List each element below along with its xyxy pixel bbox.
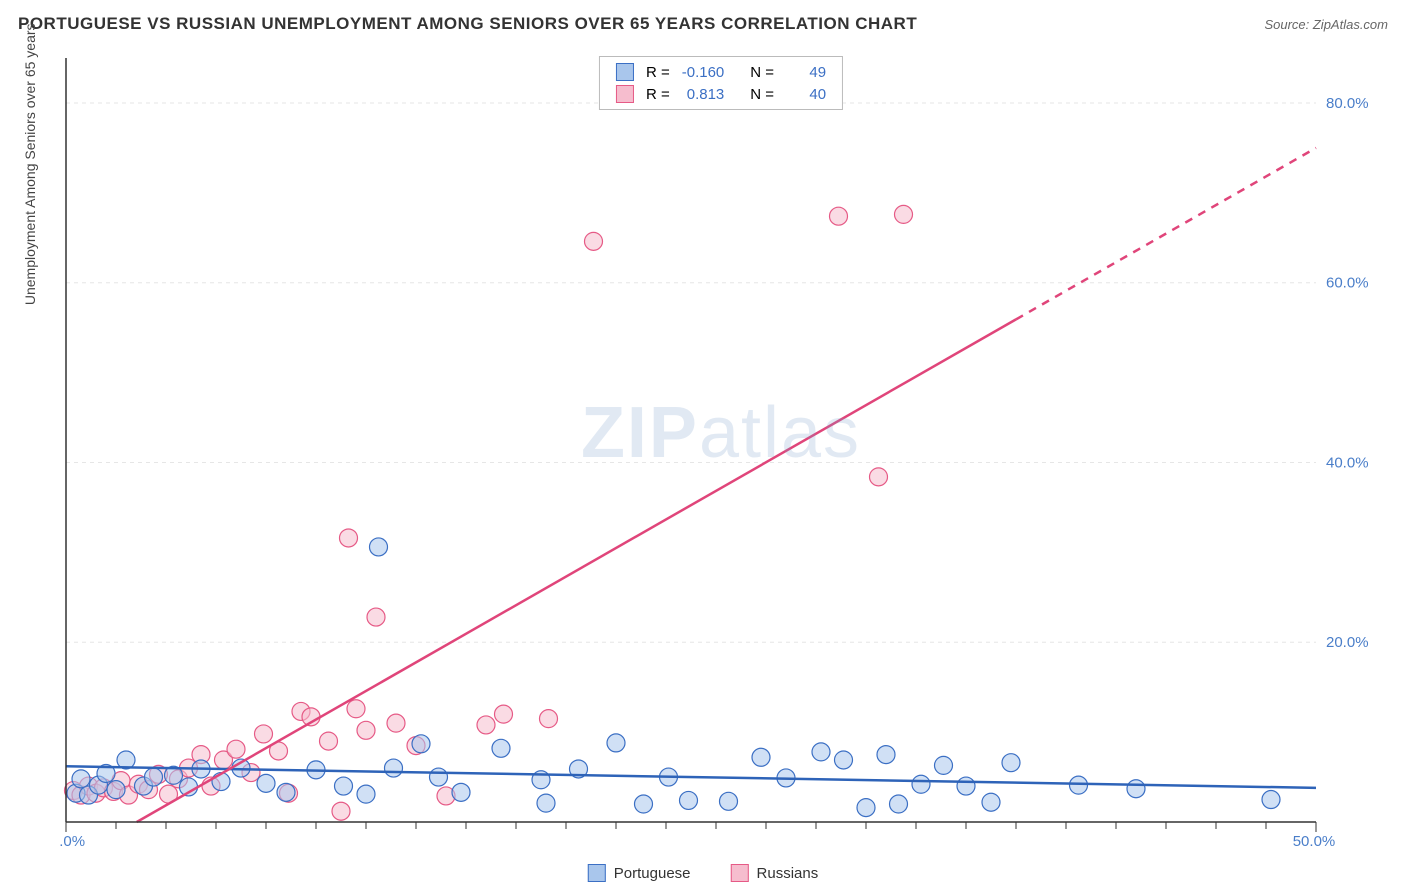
point-portuguese [412, 735, 430, 753]
point-portuguese [720, 792, 738, 810]
x-tick-label: 0.0% [60, 833, 85, 846]
point-russians [830, 207, 848, 225]
point-russians [870, 468, 888, 486]
legend-label: Russians [757, 865, 819, 882]
point-portuguese [1262, 791, 1280, 809]
point-portuguese [877, 746, 895, 764]
stat-n-value: 40 [780, 83, 832, 105]
point-portuguese [680, 791, 698, 809]
legend-item-russians: Russians [731, 864, 819, 882]
point-russians [332, 802, 350, 820]
point-portuguese [812, 743, 830, 761]
point-portuguese [492, 739, 510, 757]
point-russians [495, 705, 513, 723]
point-portuguese [385, 759, 403, 777]
point-portuguese [357, 785, 375, 803]
stat-r-label: R = [640, 61, 676, 83]
point-portuguese [452, 783, 470, 801]
point-portuguese [107, 781, 125, 799]
stat-n-label: N = [744, 61, 780, 83]
page-title: PORTUGUESE VS RUSSIAN UNEMPLOYMENT AMONG… [18, 14, 917, 34]
point-portuguese [335, 777, 353, 795]
stat-n-label: N = [744, 83, 780, 105]
chart-area: 0.0%50.0%20.0%40.0%60.0%80.0% ZIPatlas R… [60, 52, 1382, 846]
stat-row-portuguese: R =-0.160 N =49 [610, 61, 832, 83]
point-portuguese [430, 768, 448, 786]
point-portuguese [537, 794, 555, 812]
point-russians [477, 716, 495, 734]
y-tick-label: 80.0% [1326, 95, 1369, 112]
point-portuguese [277, 783, 295, 801]
stat-r-value: -0.160 [676, 61, 731, 83]
stat-r-value: 0.813 [676, 83, 731, 105]
point-portuguese [72, 770, 90, 788]
point-russians [227, 740, 245, 758]
point-portuguese [857, 799, 875, 817]
scatter-plot-svg: 0.0% 50.0% 20.0% 40.0% 60.0% 80.0% [60, 52, 1382, 846]
point-portuguese [890, 795, 908, 813]
point-portuguese [1002, 754, 1020, 772]
point-portuguese [370, 538, 388, 556]
point-portuguese [145, 768, 163, 786]
stat-n-value: 49 [780, 61, 832, 83]
y-tick-label: 40.0% [1326, 454, 1369, 471]
point-portuguese [1127, 780, 1145, 798]
stat-swatch [616, 63, 634, 81]
point-portuguese [1070, 776, 1088, 794]
legend-label: Portuguese [614, 865, 691, 882]
point-portuguese [635, 795, 653, 813]
point-russians [367, 608, 385, 626]
y-tick-label: 20.0% [1326, 634, 1369, 651]
point-russians [320, 732, 338, 750]
point-portuguese [957, 777, 975, 795]
point-portuguese [257, 774, 275, 792]
stat-row-russians: R =0.813 N =40 [610, 83, 832, 105]
legend-swatch [588, 864, 606, 882]
legend-item-portuguese: Portuguese [588, 864, 691, 882]
x-tick-label: 50.0% [1293, 833, 1336, 846]
point-russians [255, 725, 273, 743]
y-tick-label: 60.0% [1326, 275, 1369, 292]
point-russians [357, 721, 375, 739]
point-portuguese [752, 748, 770, 766]
point-russians [895, 205, 913, 223]
stat-swatch [616, 85, 634, 103]
trendline-russians-dashed [1016, 148, 1316, 319]
point-russians [585, 232, 603, 250]
correlation-stats-box: R =-0.160 N =49 R =0.813 N =40 [599, 56, 843, 110]
point-russians [347, 700, 365, 718]
y-axis-label: Unemployment Among Seniors over 65 years [22, 23, 38, 305]
legend-bottom: Portuguese Russians [588, 864, 818, 882]
point-portuguese [982, 793, 1000, 811]
point-portuguese [912, 775, 930, 793]
point-portuguese [835, 751, 853, 769]
point-russians [387, 714, 405, 732]
legend-swatch [731, 864, 749, 882]
point-portuguese [607, 734, 625, 752]
stat-r-label: R = [640, 83, 676, 105]
point-russians [340, 529, 358, 547]
point-russians [540, 710, 558, 728]
point-portuguese [935, 756, 953, 774]
source-credit: Source: ZipAtlas.com [1264, 17, 1388, 32]
